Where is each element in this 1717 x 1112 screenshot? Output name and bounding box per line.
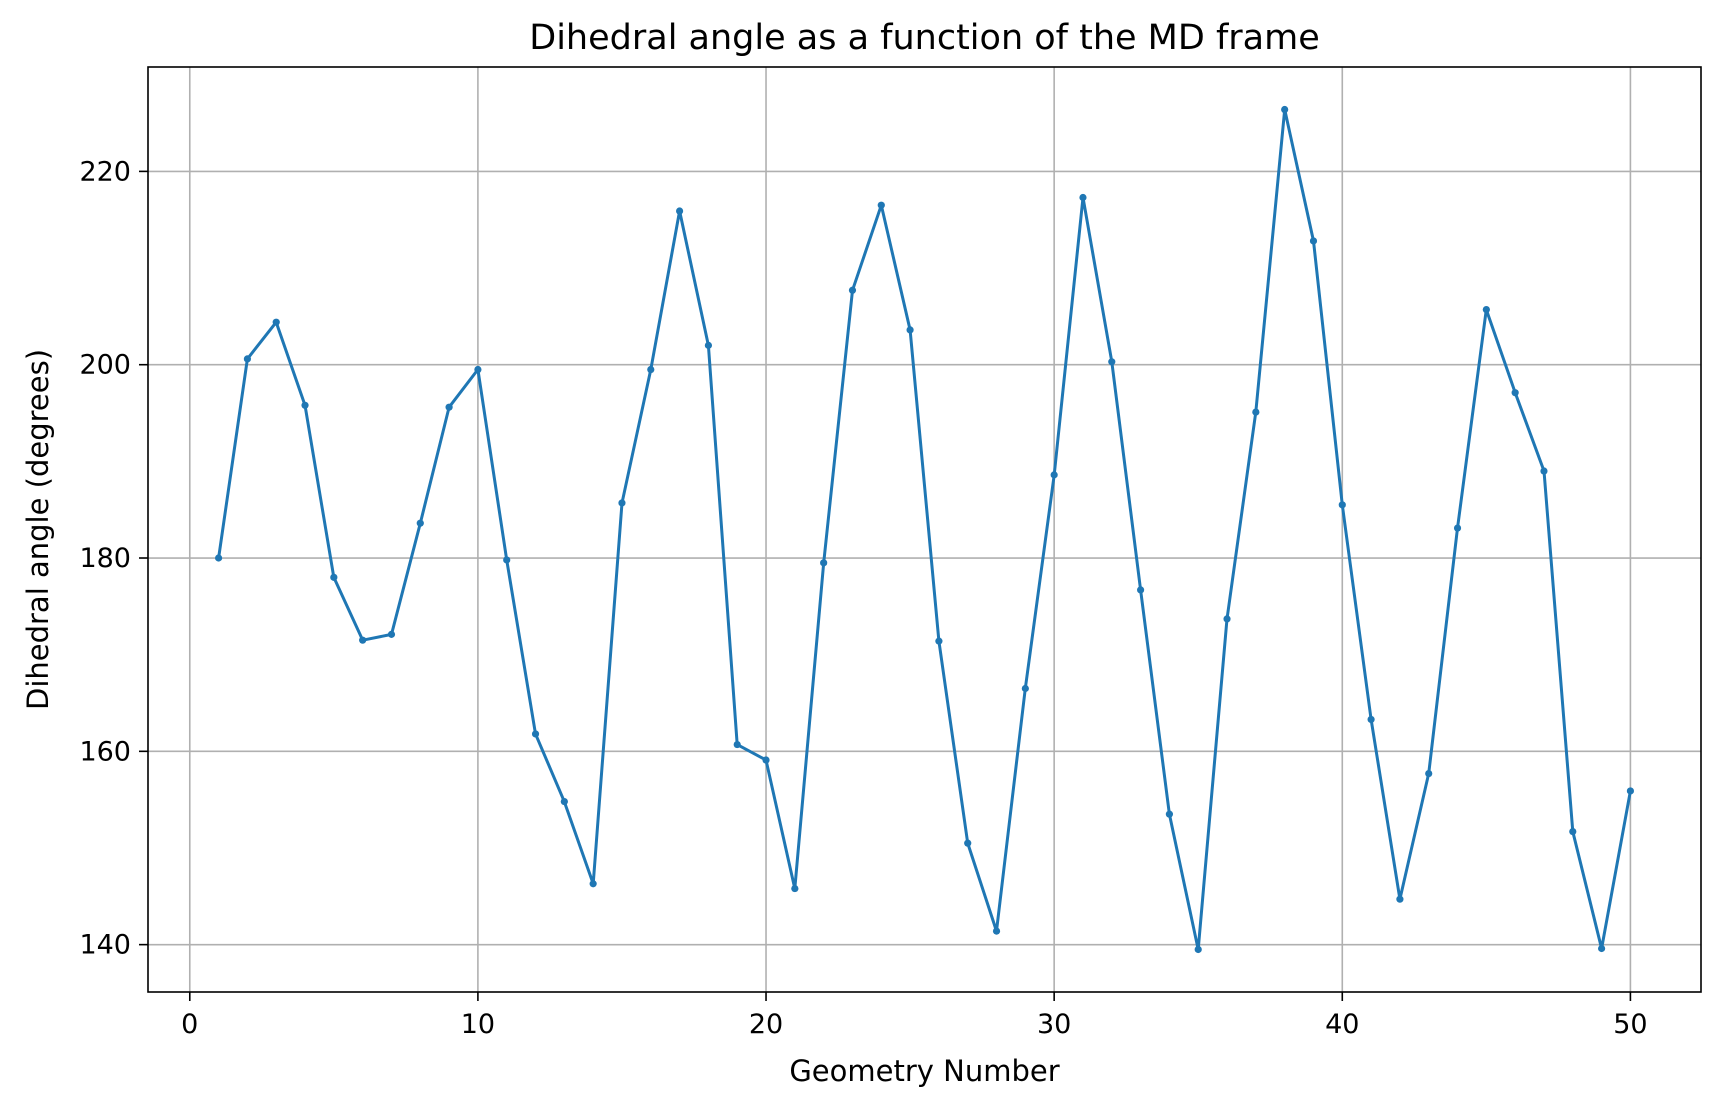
x-tick-label: 20 [749, 1009, 783, 1040]
grid [148, 67, 1701, 992]
y-tick-label: 160 [79, 736, 131, 767]
data-point [935, 637, 943, 645]
data-point [1396, 895, 1404, 903]
data-point [560, 797, 568, 806]
series-layer [214, 105, 1635, 954]
data-point [791, 884, 799, 893]
data-point [1136, 586, 1145, 594]
data-point [992, 927, 1001, 935]
data-point [733, 740, 741, 749]
data-point [1252, 408, 1260, 416]
chart-title: Dihedral angle as a function of the MD f… [529, 18, 1320, 58]
data-point [1050, 471, 1058, 479]
y-tick-label: 220 [79, 156, 131, 187]
data-point [1338, 501, 1346, 509]
x-axis-label: Geometry Number [789, 1054, 1059, 1088]
data-point [1569, 827, 1577, 836]
data-point [1482, 306, 1490, 314]
x-tick-label: 40 [1325, 1009, 1359, 1040]
data-point [1165, 810, 1174, 818]
y-tick-label: 180 [79, 543, 131, 574]
data-point [1453, 524, 1462, 532]
y-tick-label: 200 [79, 350, 131, 381]
data-point [503, 556, 511, 564]
data-point [387, 630, 396, 638]
y-axis-label: Dihedral angle (degrees) [21, 349, 55, 710]
data-point [964, 839, 972, 847]
data-point [1194, 945, 1202, 954]
data-point [301, 401, 309, 409]
data-point [1309, 237, 1318, 245]
data-point [1108, 358, 1116, 366]
data-point [445, 403, 453, 411]
data-point [1281, 105, 1289, 114]
x-tick-label: 0 [181, 1009, 198, 1040]
data-point [1079, 193, 1087, 202]
x-tick-label: 10 [461, 1009, 495, 1040]
data-point [1597, 944, 1606, 953]
data-point [1425, 769, 1433, 778]
data-point [272, 318, 280, 326]
data-point [1367, 715, 1375, 724]
data-point [359, 636, 367, 644]
data-point [906, 326, 914, 334]
data-point [1223, 615, 1231, 623]
data-point [243, 355, 252, 363]
data-point [704, 341, 713, 349]
data-point [474, 365, 482, 374]
data-point [647, 365, 655, 374]
data-point [618, 499, 626, 507]
data-point [848, 286, 857, 294]
x-tick-label: 50 [1613, 1009, 1647, 1040]
data-point [214, 554, 223, 562]
data-point [1511, 389, 1519, 397]
data-point [877, 201, 885, 209]
y-tick-label: 140 [79, 930, 131, 961]
data-point [1021, 684, 1029, 693]
x-tick-label: 30 [1037, 1009, 1071, 1040]
data-point [1540, 467, 1548, 475]
data-point [1626, 787, 1635, 795]
data-point [531, 730, 540, 738]
data-point [589, 880, 597, 888]
data-point [820, 559, 828, 567]
ticks: 0 10 20 30 40 50 140 160 180 200 220 [79, 156, 1647, 1040]
data-point [762, 756, 770, 764]
series-line [217, 108, 1632, 951]
data-point [330, 573, 338, 581]
data-point [675, 207, 684, 215]
axes-frame [147, 66, 1702, 993]
data-point [416, 519, 424, 527]
